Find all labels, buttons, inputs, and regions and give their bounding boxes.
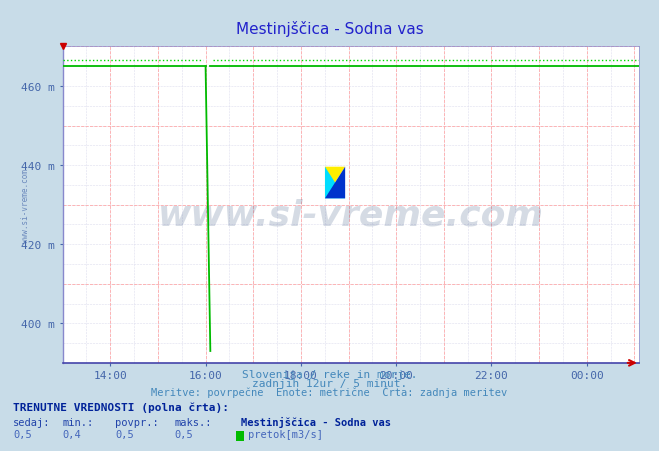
Polygon shape (325, 167, 345, 199)
Text: min.:: min.: (63, 417, 94, 427)
Text: Mestinjščica - Sodna vas: Mestinjščica - Sodna vas (236, 21, 423, 37)
Text: www.si-vreme.com: www.si-vreme.com (158, 198, 544, 232)
Text: Meritve: povrpečne  Enote: metrične  Črta: zadnja meritev: Meritve: povrpečne Enote: metrične Črta:… (152, 386, 507, 397)
Polygon shape (325, 167, 345, 199)
Text: Mestinjščica - Sodna vas: Mestinjščica - Sodna vas (241, 416, 391, 427)
Text: zadnjih 12ur / 5 minut.: zadnjih 12ur / 5 minut. (252, 378, 407, 388)
Text: 0,4: 0,4 (63, 429, 81, 439)
Text: pretok[m3/s]: pretok[m3/s] (248, 429, 323, 439)
Text: 0,5: 0,5 (13, 429, 32, 439)
Text: www.si-vreme.com: www.si-vreme.com (20, 168, 30, 242)
Polygon shape (325, 167, 345, 199)
Text: 0,5: 0,5 (175, 429, 193, 439)
Text: Slovenija / reke in morje.: Slovenija / reke in morje. (242, 369, 417, 379)
Text: TRENUTNE VREDNOSTI (polna črta):: TRENUTNE VREDNOSTI (polna črta): (13, 402, 229, 412)
Text: maks.:: maks.: (175, 417, 212, 427)
Text: 0,5: 0,5 (115, 429, 134, 439)
Text: sedaj:: sedaj: (13, 417, 51, 427)
Text: povpr.:: povpr.: (115, 417, 159, 427)
